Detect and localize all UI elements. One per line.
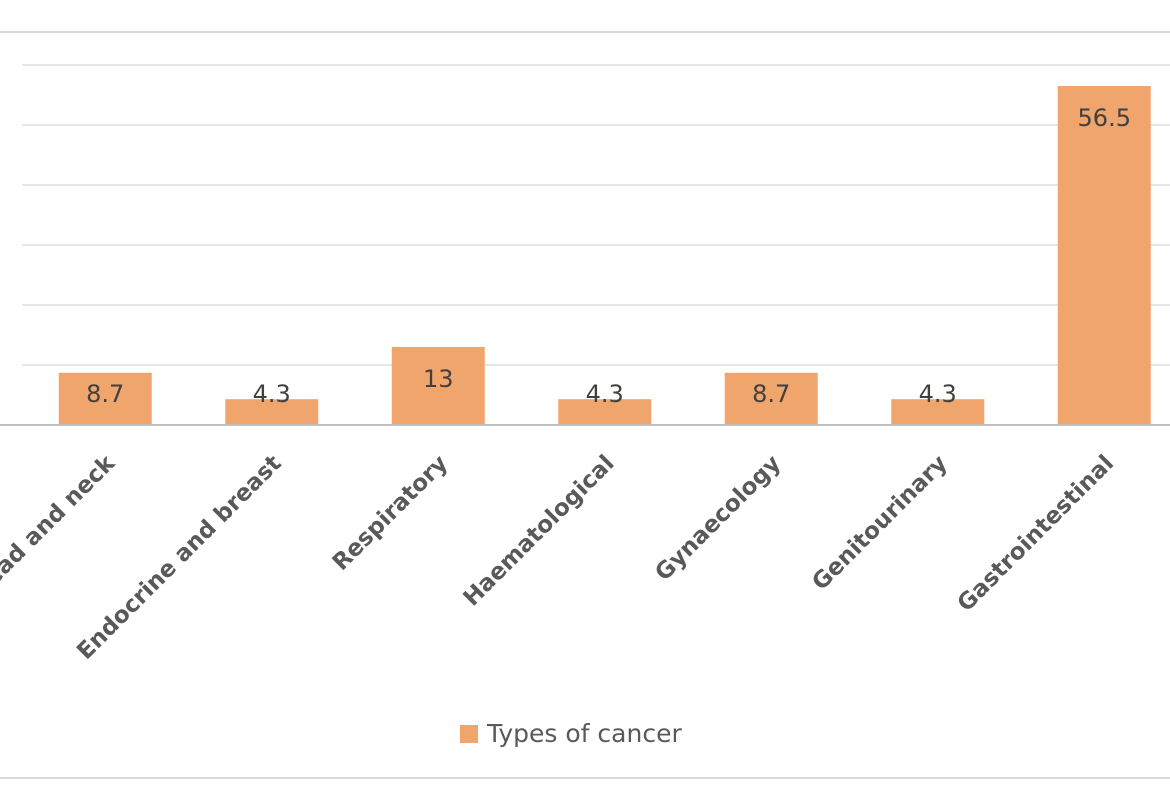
- value-label: 4.3: [586, 380, 624, 408]
- bar: [724, 372, 818, 425]
- bar: [558, 399, 652, 425]
- legend-label: Types of cancer: [486, 719, 682, 748]
- value-label: 4.3: [919, 380, 957, 408]
- bar: [225, 399, 319, 425]
- x-tick-label: Haematological: [459, 450, 620, 611]
- bar: [1057, 86, 1151, 425]
- bar: [391, 347, 485, 425]
- value-label: 56.5: [1078, 104, 1131, 132]
- x-tick-label: Respiratory: [328, 450, 453, 575]
- value-label: 8.7: [86, 380, 124, 408]
- x-tick-label: Genitourinary: [807, 450, 952, 595]
- value-label: 13: [423, 365, 454, 393]
- bar: [891, 399, 985, 425]
- x-tick-label: Head and neck: [0, 450, 121, 605]
- value-label: 4.3: [253, 380, 291, 408]
- value-label: 8.7: [752, 380, 790, 408]
- x-tick-label: Gynaecology: [650, 450, 786, 586]
- bar: [58, 372, 152, 425]
- x-tick-label: Gastrointestinal: [953, 450, 1119, 616]
- legend-swatch: [460, 725, 478, 743]
